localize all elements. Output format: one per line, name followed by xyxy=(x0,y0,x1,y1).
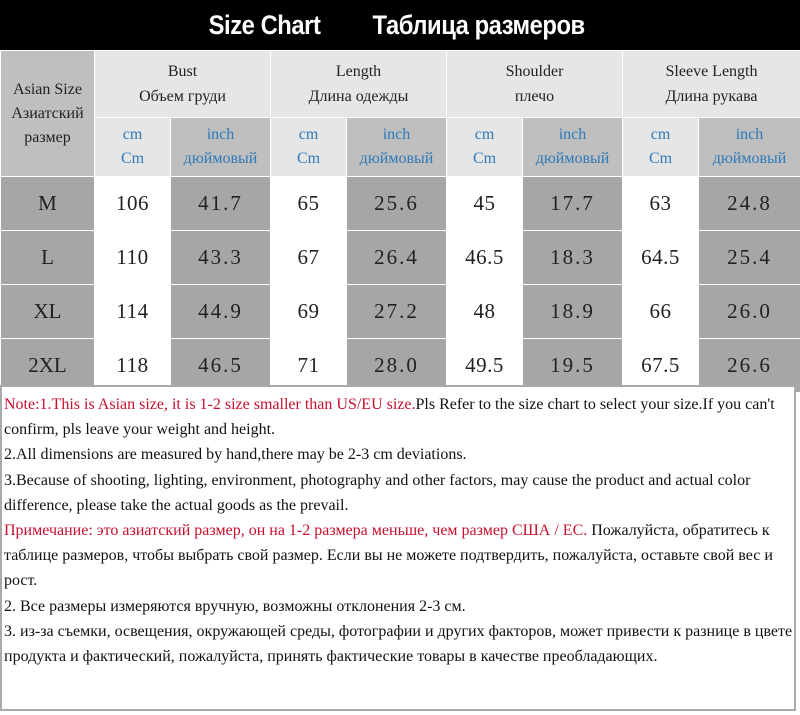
table-row-2xl: 2XL 118 46.5 71 28.0 49.5 19.5 67.5 26.6 xyxy=(0,338,800,393)
unit-inch-header: inch дюймовый xyxy=(345,117,448,177)
sleeve-inch-value: 25.4 xyxy=(698,230,800,285)
bust-inch-value: 43.3 xyxy=(170,230,271,285)
shoulder-inch-value: 17.7 xyxy=(522,176,624,231)
unit-inch-header: inch дюймовый xyxy=(522,117,624,177)
unit-inch-header: inch дюймовый xyxy=(698,117,800,177)
length-cm-value: 71 xyxy=(270,338,347,393)
shoulder-cm-value: 49.5 xyxy=(446,338,524,393)
length-cm-value: 69 xyxy=(270,284,347,339)
note-russian-1: Примечание: это азиатский размер, он на … xyxy=(4,518,794,594)
unit-cm-header: cm Cm xyxy=(94,117,171,177)
table-row-m: M 106 41.7 65 25.6 45 17.7 63 24.8 xyxy=(0,176,800,231)
unit-cm-header: cm Cm xyxy=(270,117,347,177)
sleeve-cm-value: 64.5 xyxy=(622,230,700,285)
note-english-1-text: Pls Refer to the size chart to select yo… xyxy=(4,396,775,439)
note-english-1-warning: Note:1.This is Asian size, it is 1-2 siz… xyxy=(4,396,416,413)
length-header: Length Длина одежды xyxy=(269,50,448,118)
table-row-xl: XL 114 44.9 69 27.2 48 18.9 66 26.0 xyxy=(0,284,800,339)
shoulder-inch-value: 18.9 xyxy=(522,284,624,339)
length-inch-value: 27.2 xyxy=(345,284,448,339)
note-russian-2: 2. Все размеры измеряются вручную, возмо… xyxy=(4,597,466,615)
bust-inch-value: 41.7 xyxy=(170,176,271,231)
shoulder-inch-value: 19.5 xyxy=(522,338,624,393)
bust-cm-value: 114 xyxy=(94,284,171,339)
note-russian-1-text: Пожалуйста, обратитесь к таблице размеро… xyxy=(4,522,773,590)
sleeve-cm-value: 66 xyxy=(622,284,700,339)
size-label: M xyxy=(0,176,95,231)
size-chart-title-bar: Size Chart Таблица размеров xyxy=(0,0,800,50)
sleeve-inch-value: 26.6 xyxy=(698,338,800,393)
note-english-2: 2.All dimensions are measured by hand,th… xyxy=(4,446,467,464)
note-english-1: Note:1.This is Asian size, it is 1-2 siz… xyxy=(4,392,794,442)
length-inch-value: 26.4 xyxy=(345,230,448,285)
unit-cm-header: cm Cm xyxy=(622,117,700,177)
bust-cm-value: 106 xyxy=(94,176,171,231)
shoulder-inch-value: 18.3 xyxy=(522,230,624,285)
size-chart-table: Asian Size Азиатский размер Bust Объем г… xyxy=(0,50,800,393)
title-russian: Таблица размеров xyxy=(372,9,585,40)
unit-inch-header: inch дюймовый xyxy=(170,117,271,177)
length-inch-value: 25.6 xyxy=(345,176,448,231)
shoulder-cm-value: 45 xyxy=(446,176,524,231)
length-inch-value: 28.0 xyxy=(345,338,448,393)
length-cm-value: 65 xyxy=(270,176,347,231)
notes-box: Note:1.This is Asian size, it is 1-2 siz… xyxy=(0,385,796,711)
shoulder-cm-value: 48 xyxy=(446,284,524,339)
sleeve-inch-value: 24.8 xyxy=(698,176,800,231)
size-label: XL xyxy=(0,284,95,339)
size-label: 2XL xyxy=(0,338,95,393)
length-cm-value: 67 xyxy=(270,230,347,285)
header-row-units: cm Cm inch дюймовый cm Cm inch дюймовый cm Cm… xyxy=(1,117,800,177)
title-english: Size Chart xyxy=(208,9,321,40)
table-row-l: L 110 43.3 67 26.4 46.5 18.3 64.5 25.4 xyxy=(0,230,800,285)
note-russian-3: 3. из-за съемки, освещения, окружающей с… xyxy=(4,622,793,666)
header-row-measurements: Asian Size Азиатский размер Bust Объем г… xyxy=(0,50,800,177)
note-english-3: 3.Because of shooting, lighting, environ… xyxy=(4,471,751,514)
bust-inch-value: 44.9 xyxy=(170,284,271,339)
sleeve-length-header: Sleeve Length Длина рукава xyxy=(622,50,800,118)
asian-size-header: Asian Size Азиатский размер xyxy=(0,50,95,177)
bust-cm-value: 110 xyxy=(94,230,171,285)
size-label: L xyxy=(0,230,95,285)
sleeve-cm-value: 63 xyxy=(622,176,700,231)
shoulder-header: Shoulder плечо xyxy=(446,50,624,118)
sleeve-inch-value: 26.0 xyxy=(698,284,800,339)
note-russian-1-warning: Примечание: это азиатский размер, он на … xyxy=(4,522,588,540)
bust-header: Bust Объем груди xyxy=(94,50,271,118)
shoulder-cm-value: 46.5 xyxy=(446,230,524,285)
unit-cm-header: cm Cm xyxy=(446,117,524,177)
